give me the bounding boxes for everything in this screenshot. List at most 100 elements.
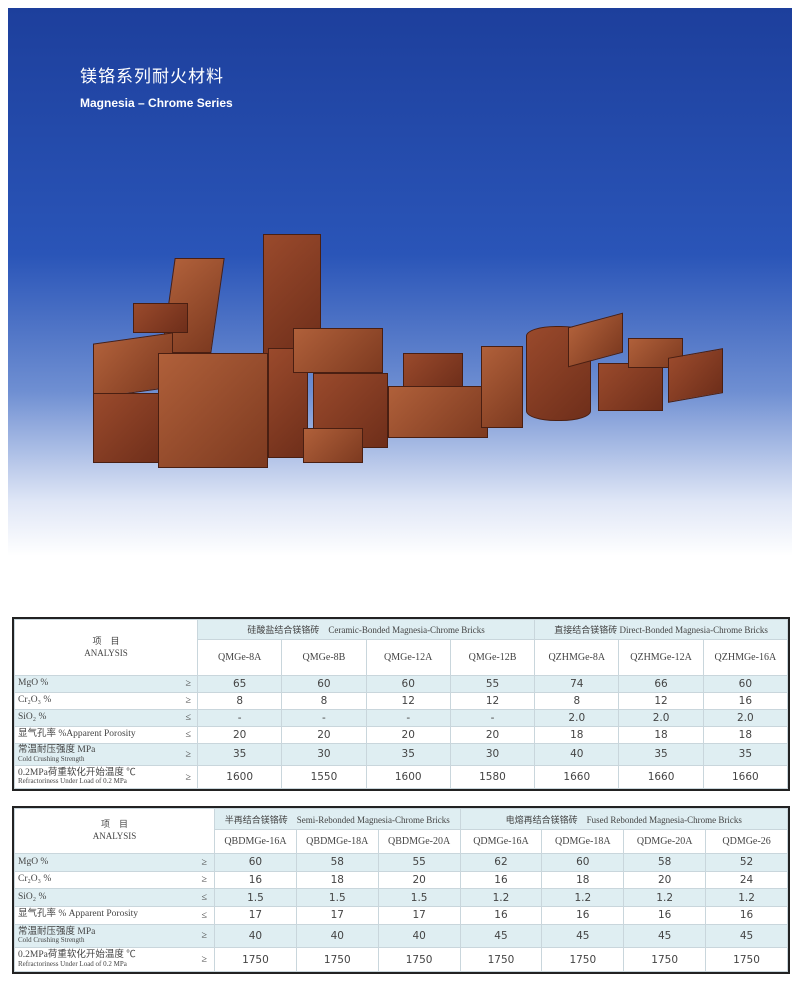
value-cell: 24 — [705, 870, 788, 890]
grade-column-header: QZHMGe-16A — [702, 639, 789, 676]
value-cell: 30 — [281, 742, 367, 767]
value-cell: 60 — [281, 675, 367, 693]
group-header: 电熔再结合镁铬砖 Fused Rebonded Magnesia-Chrome … — [459, 808, 789, 830]
property-name: 显气孔率 % Apparent Porosity — [18, 909, 139, 920]
value-cell: 1750 — [459, 947, 543, 972]
value-cell: 60 — [702, 675, 789, 693]
property-label: MgO % — [14, 853, 195, 872]
value-cell: 30 — [449, 742, 536, 767]
grade-column-header: QBDMGe-18A — [295, 829, 379, 854]
value-cell: 1.2 — [705, 888, 788, 907]
property-english: Cold Crushing Strength — [18, 936, 85, 945]
value-cell: 1600 — [365, 765, 451, 789]
value-cell: 12 — [449, 691, 536, 710]
value-cell: 16 — [214, 870, 297, 890]
comparison-symbol: ≥ — [179, 675, 199, 693]
value-cell: 20 — [449, 725, 536, 744]
grade-column-header: QDMGe-26 — [705, 829, 788, 854]
property-label: Cr₂O₃ % — [14, 691, 180, 710]
property-name: SiO₂ % — [18, 891, 47, 902]
property-name: MgO % — [18, 856, 49, 867]
semi-fused-rebonded-table: 项 目 ANALYSIS 半再结合镁铬砖 Semi-Rebonded Magnesi… — [12, 806, 790, 974]
analysis-en: ANALYSIS — [92, 831, 137, 841]
grade-column-header: QZHMGe-12A — [618, 639, 704, 676]
property-label: SiO₂ % — [14, 888, 195, 907]
property-label: 0.2MPa荷重软化开始温度 ℃ Refractoriness Under Loa… — [14, 947, 195, 972]
property-name: 0.2MPa荷重软化开始温度 ℃ — [18, 950, 136, 961]
table-row: 0.2MPa荷重软化开始温度 ℃ Refractoriness Under Loa… — [14, 765, 789, 789]
value-cell: 60 — [541, 853, 625, 872]
table-row: 显气孔率 % Apparent Porosity ≤17 17 17 16 16 16 16 — [14, 905, 788, 925]
value-cell: - — [197, 708, 283, 727]
property-label: MgO % — [14, 675, 180, 693]
value-cell: - — [365, 708, 451, 727]
comparison-symbol: ≤ — [179, 725, 199, 744]
table-row: Cr₂O₃ % ≥16 18 20 16 18 20 24 — [14, 870, 788, 890]
table-row: SiO₂ % ≤ - - - -2.0 2.0 2.0 — [14, 708, 789, 727]
value-cell: 60 — [365, 675, 451, 693]
table-row: SiO₂ % ≤1.5 1.5 1.5 1.2 1.2 1.2 1.2 — [14, 888, 788, 907]
grade-column-header: QDMGe-20A — [623, 829, 707, 854]
property-name: SiO₂ % — [18, 711, 47, 722]
table-row: MgO % ≥65 60 60 55 74 66 60 — [14, 675, 789, 693]
value-cell: 1750 — [214, 947, 297, 972]
value-cell: 2.0 — [702, 708, 789, 727]
value-cell: 55 — [377, 853, 461, 872]
grade-column-header: QDMGe-16A — [459, 829, 543, 854]
property-label: SiO₂ % — [14, 708, 180, 727]
value-cell: 20 — [377, 870, 461, 890]
grade-column-header: QMGe-12B — [449, 639, 536, 676]
value-cell: 8 — [534, 691, 620, 710]
table-row: 常温耐压强度 MPa Cold Crushing Strength ≥35 30 35 3… — [14, 742, 789, 767]
comparison-symbol: ≤ — [179, 708, 199, 727]
property-label: 显气孔率 %Apparent Porosity — [14, 725, 180, 744]
value-cell: 1600 — [197, 765, 283, 789]
value-cell: 66 — [618, 675, 704, 693]
value-cell: 1750 — [705, 947, 788, 972]
property-name: 常温耐压强度 MPa — [18, 926, 96, 937]
value-cell: 2.0 — [534, 708, 620, 727]
value-cell: 45 — [459, 923, 543, 949]
analysis-cn: 项 目 — [92, 635, 120, 646]
value-cell: 35 — [197, 742, 283, 767]
property-name: Cr₂O₃ % — [18, 874, 52, 885]
value-cell: 45 — [623, 923, 707, 949]
comparison-symbol: ≥ — [194, 923, 216, 949]
property-label: 显气孔率 % Apparent Porosity — [14, 905, 195, 925]
value-cell: 8 — [197, 691, 283, 710]
ceramic-direct-bonded-table: 项 目 ANALYSIS 硅酸盐结合镁铬砖 Ceramic-Bonded Magne… — [12, 617, 790, 791]
table-row: MgO % ≥60 58 55 62 60 58 52 — [14, 853, 788, 872]
property-english: Refractoriness Under Load of 0.2 MPa — [18, 959, 127, 968]
property-english: Refractoriness Under Load of 0.2 MPa — [18, 777, 127, 786]
value-cell: 16 — [702, 691, 789, 710]
value-cell: 1.5 — [377, 888, 461, 907]
value-cell: 1750 — [295, 947, 379, 972]
value-cell: 40 — [534, 742, 620, 767]
value-cell: 40 — [377, 923, 461, 949]
value-cell: 1660 — [702, 765, 789, 789]
value-cell: 18 — [702, 725, 789, 744]
grade-column-header: QBDMGe-20A — [377, 829, 461, 854]
value-cell: 20 — [281, 725, 367, 744]
analysis-cn: 项 目 — [101, 819, 129, 830]
comparison-symbol: ≥ — [194, 947, 216, 972]
value-cell: - — [281, 708, 367, 727]
value-cell: 35 — [618, 742, 704, 767]
analysis-header: 项 目 ANALYSIS — [13, 619, 199, 676]
value-cell: 20 — [197, 725, 283, 744]
property-label: 常温耐压强度 MPa Cold Crushing Strength — [14, 742, 180, 767]
value-cell: 60 — [214, 853, 297, 872]
value-cell: 40 — [295, 923, 379, 949]
comparison-symbol: ≤ — [194, 888, 216, 907]
value-cell: 35 — [365, 742, 451, 767]
value-cell: - — [449, 708, 536, 727]
value-cell: 1750 — [541, 947, 625, 972]
group-header: 半再结合镁铬砖 Semi-Rebonded Magnesia-Chrome Br… — [214, 808, 461, 830]
value-cell: 1.2 — [541, 888, 625, 907]
grade-column-header: QMGe-8A — [197, 639, 283, 676]
property-name: MgO % — [18, 678, 49, 689]
group-header: 直接结合镁铬砖 Direct-Bonded Magnesia-Chrome Br… — [534, 619, 788, 640]
value-cell: 8 — [281, 691, 367, 710]
analysis-en: ANALYSIS — [84, 647, 128, 658]
value-cell: 74 — [534, 675, 620, 693]
